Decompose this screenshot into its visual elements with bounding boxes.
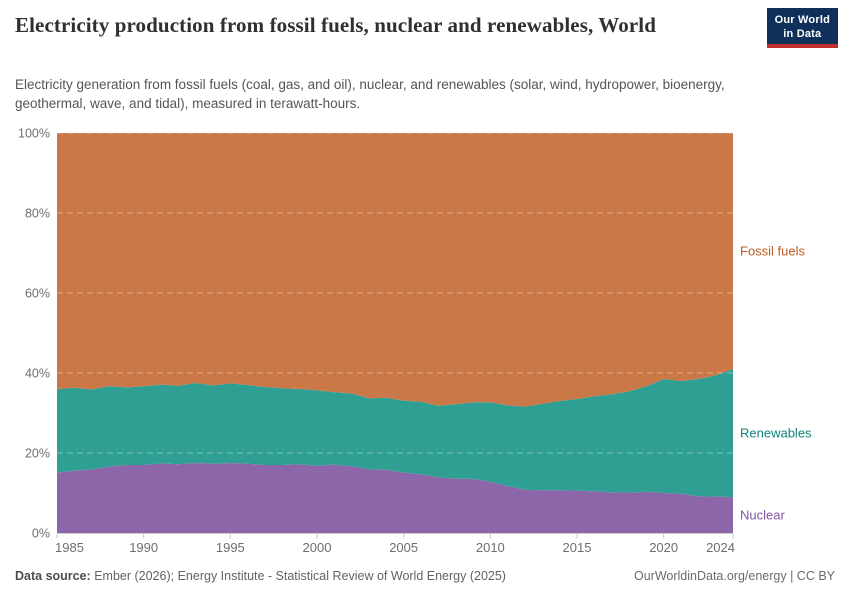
y-tick-label-40: 40% [25, 367, 50, 381]
y-tick-label-0: 0% [32, 527, 50, 541]
area-renewables[interactable] [57, 369, 733, 497]
series-label-fossil-fuels: Fossil fuels [740, 244, 806, 259]
owid-logo-line1: Our World [774, 14, 830, 26]
area-nuclear[interactable] [57, 463, 733, 533]
area-fossil-fuels[interactable] [57, 133, 733, 407]
credit-link[interactable]: OurWorldinData.org/energy | CC BY [633, 569, 835, 583]
data-source-text: Ember (2026); Energy Institute - Statist… [94, 569, 506, 583]
owid-logo-line2: in Data [783, 28, 822, 40]
series-label-nuclear: Nuclear [740, 508, 785, 523]
x-tick-label-1995: 1995 [216, 540, 245, 555]
x-tick-label-2015: 2015 [563, 540, 592, 555]
x-tick-label-2010: 2010 [476, 540, 505, 555]
stacked-area-chart[interactable]: 1985 1990 1995 2000 2005 2010 2015 2020 2024 0% 20… [0, 118, 850, 566]
data-source: Data source: Ember (2026); Energy Instit… [15, 569, 506, 583]
x-tick-label-1985: 1985 [55, 540, 84, 555]
series-label-renewables: Renewables [740, 426, 812, 441]
data-source-label: Data source: [15, 569, 91, 583]
x-tick-label-2020: 2020 [649, 540, 678, 555]
y-tick-label-80: 80% [25, 207, 50, 221]
page-title: Electricity production from fossil fuels… [15, 13, 656, 37]
x-tick-label-2024: 2024 [706, 540, 735, 555]
y-tick-label-60: 60% [25, 287, 50, 301]
y-tick-label-20: 20% [25, 447, 50, 461]
y-tick-label-100: 100% [18, 127, 50, 141]
x-tick-label-2005: 2005 [389, 540, 418, 555]
x-tick-label-2000: 2000 [303, 540, 332, 555]
owid-logo[interactable]: Our World in Data [766, 8, 838, 48]
x-tick-label-1990: 1990 [129, 540, 158, 555]
chart-subtitle: Electricity generation from fossil fuels… [15, 77, 725, 111]
chart-footer: Data source: Ember (2026); Energy Instit… [15, 569, 835, 583]
